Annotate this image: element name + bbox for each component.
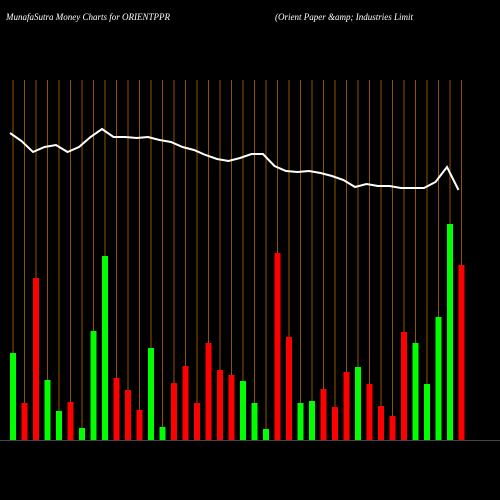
bar: [113, 378, 120, 440]
bar: [458, 265, 465, 440]
bar: [205, 343, 212, 440]
bar: [56, 411, 62, 440]
bar: [366, 384, 373, 440]
bar: [378, 406, 384, 440]
bar: [309, 401, 315, 440]
bar: [251, 403, 258, 440]
bar: [67, 402, 74, 440]
bar: [182, 366, 189, 440]
bar: [401, 332, 407, 440]
bar: [21, 403, 28, 440]
bar: [10, 353, 16, 440]
bar: [355, 367, 361, 440]
bar: [102, 256, 108, 440]
bar: [194, 403, 200, 440]
chart-title: MunafaSutra Money Charts for ORIENTPPR: [5, 12, 170, 22]
bar: [228, 375, 235, 440]
bar: [148, 348, 154, 440]
bar: [297, 403, 304, 440]
bar: [125, 390, 131, 440]
bar: [343, 372, 350, 440]
bar: [320, 389, 327, 440]
bar: [79, 428, 85, 440]
bar: [44, 380, 51, 440]
bar: [90, 331, 97, 440]
bar: [240, 381, 246, 440]
bar: [217, 370, 223, 440]
bar: [412, 343, 419, 440]
bar: [159, 427, 166, 440]
bar: [263, 429, 269, 440]
bar: [435, 317, 442, 440]
chart-subtitle: (Orient Paper &amp; Industries Limit: [275, 12, 413, 22]
bar: [286, 337, 292, 440]
bar: [332, 407, 338, 440]
money-flow-line: [9, 127, 460, 191]
bar: [424, 384, 430, 440]
bar: [447, 224, 453, 440]
bar: [33, 278, 39, 440]
bar: [171, 383, 177, 440]
bar: [274, 253, 281, 440]
bar: [136, 410, 143, 440]
bar: [389, 416, 396, 440]
